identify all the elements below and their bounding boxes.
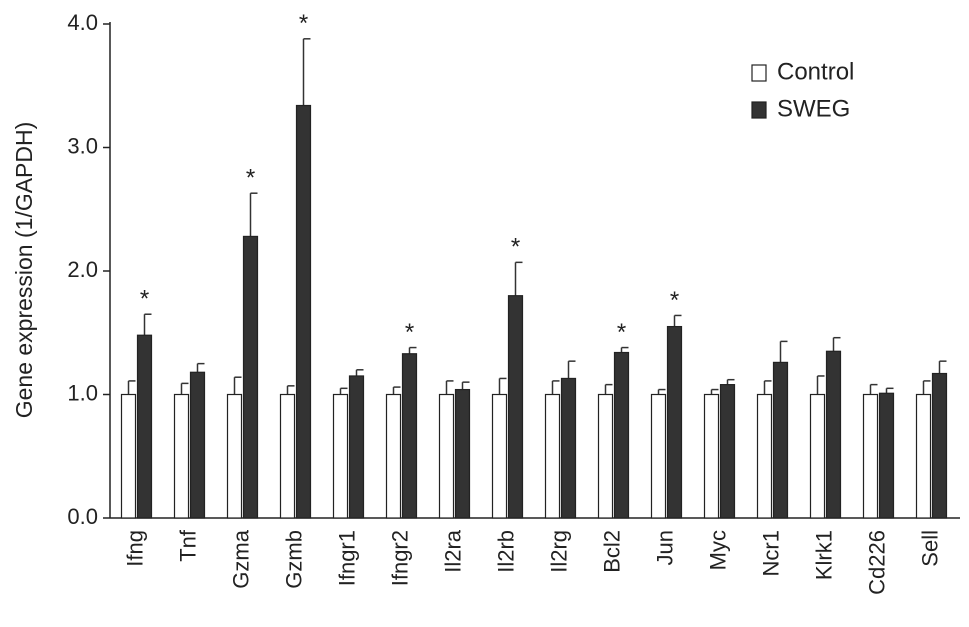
legend-swatch (751, 64, 767, 82)
bar (438, 393, 455, 519)
x-tick-label: Myc (705, 530, 730, 570)
x-tick-label: Il2ra (440, 529, 465, 573)
bar (385, 393, 402, 519)
bar (809, 393, 826, 519)
bar (491, 393, 508, 519)
x-tick-label: Klrk1 (811, 530, 836, 580)
x-tick-label: Ifngr1 (334, 530, 359, 586)
bar (189, 371, 206, 519)
bar (597, 393, 614, 519)
x-tick-label: Il2rg (546, 530, 571, 573)
y-axis-label: Gene expression (1/GAPDH) (11, 122, 37, 419)
bar (560, 377, 577, 519)
bar (507, 295, 524, 519)
y-tick-label: 2.0 (67, 257, 98, 282)
bar (756, 393, 773, 519)
x-tick-label: Sell (917, 530, 942, 567)
bar (454, 388, 471, 519)
legend-label: Control (777, 58, 854, 85)
x-tick-label: Bcl2 (599, 530, 624, 573)
bar (772, 361, 789, 519)
bar (878, 392, 895, 519)
significance-marker: * (670, 287, 679, 314)
bar (242, 235, 259, 519)
x-tick-label: Ifngr2 (387, 530, 412, 586)
bar (348, 375, 365, 519)
x-tick-label: Gzma (228, 529, 253, 588)
bar (226, 393, 243, 519)
x-tick-label: Ncr1 (758, 530, 783, 576)
significance-marker: * (617, 319, 626, 346)
significance-marker: * (299, 10, 308, 37)
y-tick-label: 1.0 (67, 380, 98, 405)
y-tick-label: 3.0 (67, 133, 98, 158)
significance-marker: * (246, 165, 255, 192)
x-tick-label: Gzmb (281, 530, 306, 589)
x-tick-label: Cd226 (864, 530, 889, 595)
bar (120, 393, 137, 519)
x-tick-label: Ifng (122, 530, 147, 567)
x-tick-label: Jun (652, 530, 677, 565)
bar (931, 372, 948, 519)
bar (279, 393, 296, 519)
bar (136, 334, 153, 519)
bar (401, 353, 418, 519)
bar (173, 393, 190, 519)
bar (719, 384, 736, 519)
legend-label: SWEG (777, 95, 850, 122)
significance-marker: * (511, 234, 520, 261)
significance-marker: * (405, 319, 414, 346)
bar (862, 393, 879, 519)
significance-marker: * (140, 286, 149, 313)
x-tick-label: Il2rb (493, 530, 518, 573)
bar (666, 325, 683, 519)
bar (295, 104, 312, 519)
y-tick-label: 4.0 (67, 10, 98, 35)
bar (613, 351, 630, 519)
bar (332, 393, 349, 519)
legend-swatch (751, 101, 767, 119)
x-tick-label: Tnf (175, 529, 200, 562)
y-tick-label: 0.0 (67, 504, 98, 529)
bar (915, 393, 932, 519)
bar (650, 393, 667, 519)
bar (544, 393, 561, 519)
bar (825, 350, 842, 519)
bar (703, 393, 720, 519)
